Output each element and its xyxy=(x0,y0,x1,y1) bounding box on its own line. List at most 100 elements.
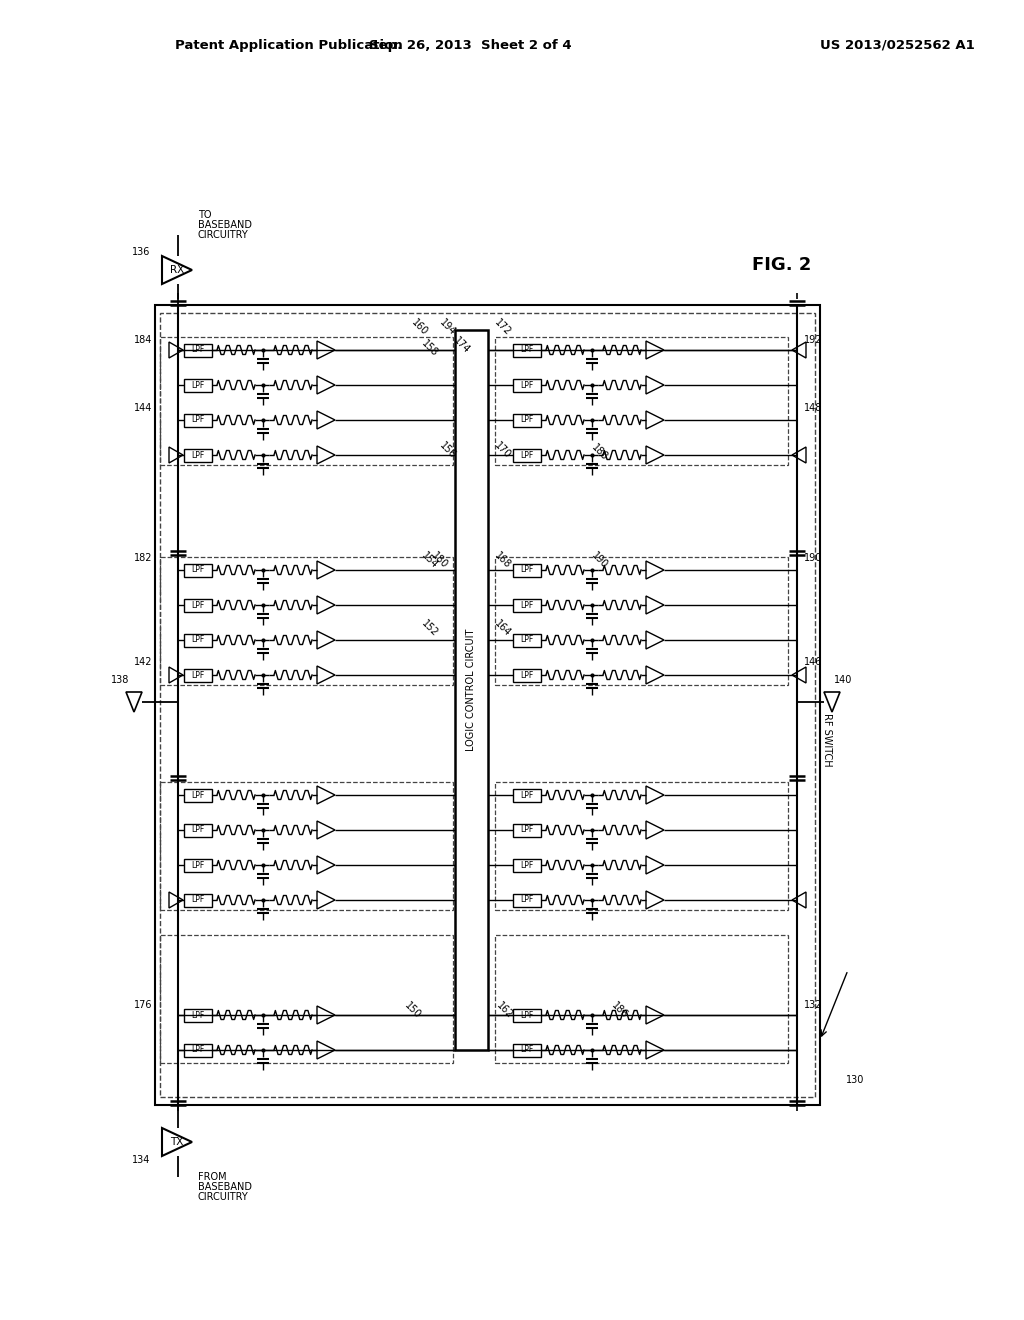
Bar xyxy=(455,330,488,1049)
Text: LPF: LPF xyxy=(191,671,205,680)
Bar xyxy=(184,449,212,462)
Bar xyxy=(160,557,453,685)
Bar xyxy=(495,935,788,1063)
Polygon shape xyxy=(792,667,806,682)
Bar xyxy=(513,668,541,681)
Text: US 2013/0252562 A1: US 2013/0252562 A1 xyxy=(820,38,975,51)
Bar xyxy=(184,894,212,907)
Bar xyxy=(513,413,541,426)
Bar xyxy=(513,564,541,577)
Bar xyxy=(184,598,212,611)
Text: LPF: LPF xyxy=(191,380,205,389)
Text: 136: 136 xyxy=(132,247,150,257)
Text: 148: 148 xyxy=(804,403,822,413)
Bar xyxy=(155,305,820,1105)
Polygon shape xyxy=(792,447,806,463)
Text: 170: 170 xyxy=(493,440,513,461)
Text: Sep. 26, 2013  Sheet 2 of 4: Sep. 26, 2013 Sheet 2 of 4 xyxy=(369,38,571,51)
Bar xyxy=(495,781,788,909)
Bar xyxy=(184,634,212,647)
Text: LPF: LPF xyxy=(191,450,205,459)
Bar xyxy=(160,781,453,909)
Text: LPF: LPF xyxy=(520,346,534,355)
Text: LPF: LPF xyxy=(191,1045,205,1055)
Bar xyxy=(513,598,541,611)
Bar xyxy=(184,343,212,356)
Text: CIRCUITRY: CIRCUITRY xyxy=(198,230,249,240)
Bar xyxy=(513,449,541,462)
Text: LPF: LPF xyxy=(191,1011,205,1019)
Text: LPF: LPF xyxy=(520,380,534,389)
Bar xyxy=(513,1044,541,1056)
Text: 152: 152 xyxy=(420,618,440,638)
Bar xyxy=(513,379,541,392)
Text: LOGIC CONTROL CIRCUIT: LOGIC CONTROL CIRCUIT xyxy=(467,628,476,751)
Text: 194: 194 xyxy=(438,317,458,337)
Bar xyxy=(184,824,212,837)
Text: 138: 138 xyxy=(111,675,129,685)
Text: LPF: LPF xyxy=(520,1011,534,1019)
Polygon shape xyxy=(169,342,183,358)
Text: 144: 144 xyxy=(133,403,152,413)
Text: LPF: LPF xyxy=(520,416,534,425)
Text: LPF: LPF xyxy=(191,895,205,904)
Text: LPF: LPF xyxy=(520,635,534,644)
Text: 162: 162 xyxy=(495,1001,515,1020)
Text: 150: 150 xyxy=(402,1001,423,1020)
Text: 188: 188 xyxy=(590,442,610,462)
Text: LPF: LPF xyxy=(191,601,205,610)
Bar xyxy=(160,313,815,1097)
Bar xyxy=(513,343,541,356)
Text: 190: 190 xyxy=(804,553,822,564)
Text: 156: 156 xyxy=(438,440,458,461)
Text: 142: 142 xyxy=(133,657,152,667)
Bar xyxy=(513,1008,541,1022)
Polygon shape xyxy=(792,342,806,358)
Text: 192: 192 xyxy=(804,335,822,345)
Text: 174: 174 xyxy=(452,335,472,355)
Bar xyxy=(160,337,453,465)
Text: 134: 134 xyxy=(132,1155,150,1166)
Text: 140: 140 xyxy=(834,675,852,685)
Text: LPF: LPF xyxy=(191,861,205,870)
Text: LPF: LPF xyxy=(191,416,205,425)
Bar xyxy=(495,557,788,685)
Text: 172: 172 xyxy=(493,317,513,337)
Polygon shape xyxy=(169,667,183,682)
Bar xyxy=(184,858,212,871)
Bar xyxy=(513,634,541,647)
Text: 130: 130 xyxy=(846,1074,864,1085)
Text: LPF: LPF xyxy=(520,825,534,834)
Polygon shape xyxy=(792,892,806,908)
Bar xyxy=(184,668,212,681)
Text: LPF: LPF xyxy=(520,861,534,870)
Text: Patent Application Publication: Patent Application Publication xyxy=(175,38,402,51)
Bar xyxy=(495,337,788,465)
Text: 186: 186 xyxy=(610,1001,630,1020)
Text: 158: 158 xyxy=(420,338,440,358)
Bar xyxy=(184,1044,212,1056)
Bar xyxy=(184,564,212,577)
Bar xyxy=(184,379,212,392)
Text: LPF: LPF xyxy=(520,791,534,800)
Bar xyxy=(160,935,453,1063)
Text: FROM: FROM xyxy=(198,1172,226,1181)
Text: 182: 182 xyxy=(133,553,152,564)
Bar xyxy=(184,413,212,426)
Text: 184: 184 xyxy=(133,335,152,345)
Text: LPF: LPF xyxy=(520,671,534,680)
Text: FIG. 2: FIG. 2 xyxy=(752,256,811,275)
Text: LPF: LPF xyxy=(520,565,534,574)
Text: RX: RX xyxy=(170,265,184,275)
Text: BASEBAND: BASEBAND xyxy=(198,220,252,230)
Text: LPF: LPF xyxy=(520,895,534,904)
Polygon shape xyxy=(169,892,183,908)
Text: 190: 190 xyxy=(590,550,610,570)
Text: 160: 160 xyxy=(410,317,430,337)
Text: 164: 164 xyxy=(493,618,513,638)
Bar xyxy=(184,788,212,801)
Text: LPF: LPF xyxy=(520,450,534,459)
Text: 146: 146 xyxy=(804,657,822,667)
Text: 168: 168 xyxy=(493,550,513,570)
Text: LPF: LPF xyxy=(520,1045,534,1055)
